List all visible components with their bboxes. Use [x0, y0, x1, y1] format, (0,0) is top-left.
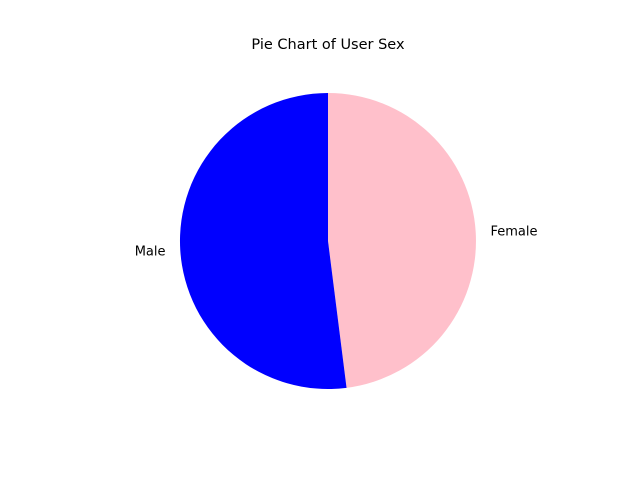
chart-title: Pie Chart of User Sex — [251, 37, 405, 53]
pie-label-female: Female — [490, 224, 537, 239]
pie-slices — [179, 92, 476, 389]
pie-slice-female — [328, 93, 476, 388]
pie-label-male: Male — [135, 245, 166, 260]
pie-slice-male — [179, 92, 347, 389]
pie-slice-labels: Female Male — [135, 224, 538, 259]
